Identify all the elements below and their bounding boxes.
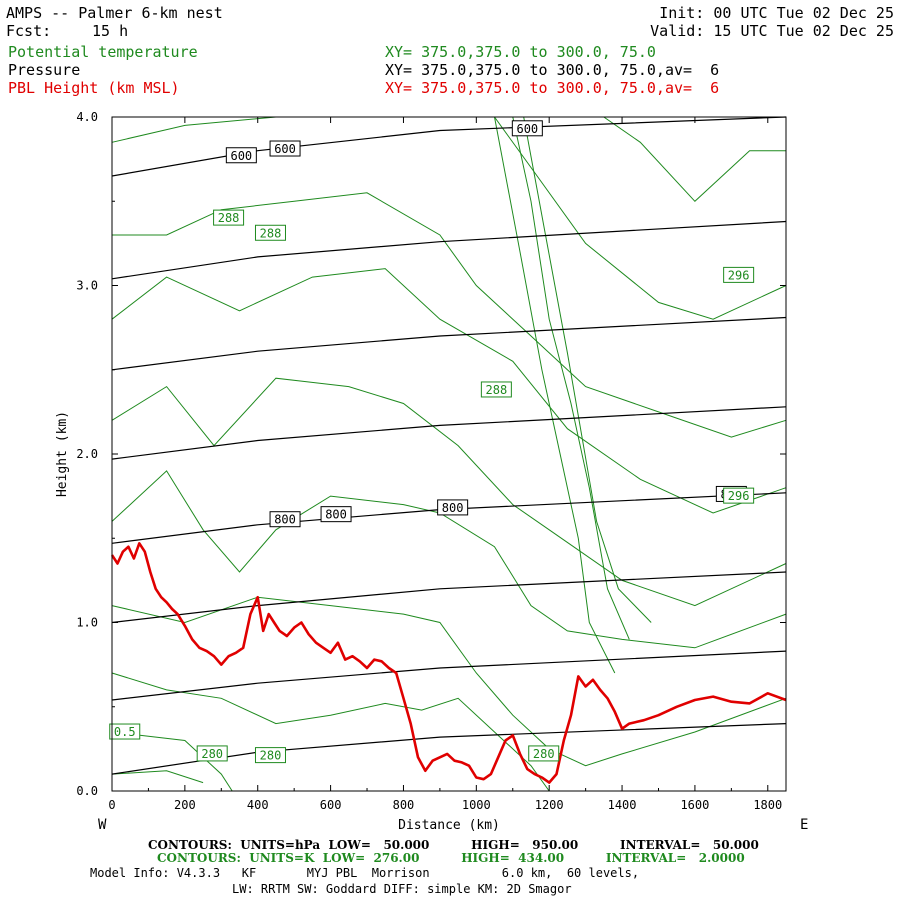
pressure-label-box [437, 499, 469, 516]
init-time: Init: 00 UTC Tue 02 Dec 25 [659, 4, 894, 22]
field-pbl-xy: XY= 375.0,375.0 to 300.0, 75.0,av= 6 [385, 79, 720, 97]
theta-label-box [723, 266, 755, 283]
theta-contour [111, 672, 550, 792]
theta-contour [494, 116, 787, 320]
theta-label: 280 [201, 747, 223, 761]
footer-pressure-contours: CONTOURS: UNITS=hPa LOW= 50.000 HIGH= 95… [148, 838, 759, 852]
y-tick-label: 1.0 [76, 616, 98, 630]
x-tick-label: 0 [108, 798, 115, 812]
theta-label: 280 [260, 749, 282, 763]
x-tick-label: 1000 [462, 798, 491, 812]
pbl-height-line [110, 542, 787, 784]
pressure-label-box [225, 147, 257, 164]
pressure-contour-850 [111, 571, 787, 624]
y-tick-label: 0.0 [76, 784, 98, 798]
theta-label: 0.5 [114, 725, 136, 739]
theta-contour [112, 192, 787, 438]
pressure-label: 600 [516, 122, 538, 136]
x-tick-label: 600 [320, 798, 342, 812]
footer-model-info: Model Info: V4.3.3 KF MYJ PBL Morrison 6… [90, 866, 640, 880]
theta-label-box [480, 381, 512, 398]
x-tick-label: 200 [174, 798, 196, 812]
x-tick-label: 1600 [680, 798, 709, 812]
theta-contour [111, 470, 787, 649]
pressure-contour-900 [111, 650, 787, 701]
theta-contour [111, 596, 787, 767]
theta-contour [603, 116, 786, 203]
theta-label-box [723, 487, 755, 504]
pressure-label-box [269, 140, 301, 157]
field-pbl-name: PBL Height (km MSL) [8, 79, 180, 97]
field-pressure-name: Pressure [8, 61, 81, 79]
pressure-label: 600 [274, 142, 296, 156]
theta-label: 288 [486, 383, 508, 397]
pressure-label: 800 [274, 513, 296, 527]
theta-contour [111, 377, 787, 607]
x-tick-label: 1800 [753, 798, 782, 812]
pressure-label-box [511, 120, 543, 137]
field-theta-name: Potential temperature [8, 43, 198, 61]
east-label: E [800, 817, 808, 833]
theta-label: 280 [533, 747, 555, 761]
x-tick-label: 800 [393, 798, 415, 812]
footer-physics: LW: RRTM SW: Goddard DIFF: simple KM: 2D… [232, 882, 572, 896]
theta-label: 296 [728, 268, 750, 282]
pressure-label: 800 [325, 508, 347, 522]
theta-label-box [254, 224, 286, 241]
pressure-label-box [320, 506, 352, 523]
pressure-contour-650 [111, 220, 787, 280]
theta-contour [111, 116, 276, 143]
x-tick-label: 400 [247, 798, 269, 812]
theta-label: 288 [260, 226, 282, 240]
theta-label: 288 [218, 211, 240, 225]
theta-label: 296 [728, 489, 750, 503]
y-axis-label: Height (km) [55, 411, 70, 497]
pressure-contour-700 [111, 316, 787, 371]
theta-contour [512, 116, 630, 640]
forecast-value: 15 h [92, 22, 129, 40]
theta-label-box [213, 209, 245, 226]
x-tick-label: 1400 [608, 798, 637, 812]
theta-contour [494, 116, 616, 674]
x-tick-label: 1200 [535, 798, 564, 812]
theta-contour [111, 731, 233, 792]
pressure-label: 800 [442, 501, 464, 515]
y-tick-label: 2.0 [76, 447, 98, 461]
theta-contour [111, 770, 204, 784]
chart-title: AMPS -- Palmer 6-km nest [6, 4, 223, 22]
theta-label-box [109, 723, 141, 740]
forecast-label: Fcst: [6, 22, 52, 40]
footer-theta-contours: CONTOURS: UNITS=K LOW= 276.00 HIGH= 434.… [157, 851, 745, 865]
theta-contour [523, 116, 652, 623]
field-theta-xy: XY= 375.0,375.0 to 300.0, 75.0 [385, 43, 656, 61]
valid-time: Valid: 15 UTC Tue 02 Dec 25 [650, 22, 894, 40]
pressure-label: 600 [230, 149, 252, 163]
pressure-contour-750 [111, 406, 787, 460]
theta-label-box [528, 745, 560, 762]
y-tick-label: 4.0 [76, 110, 98, 124]
pressure-contour-950 [111, 723, 787, 775]
west-label: W [98, 817, 107, 833]
x-axis-label: Distance (km) [398, 818, 500, 833]
theta-label-box [254, 747, 286, 764]
y-tick-label: 3.0 [76, 279, 98, 293]
theta-contour [111, 268, 787, 514]
field-pressure-xy: XY= 375.0,375.0 to 300.0, 75.0,av= 6 [385, 61, 720, 79]
pressure-label-box [269, 511, 301, 528]
pressure-contour-600 [111, 116, 787, 177]
theta-label-box [196, 745, 228, 762]
